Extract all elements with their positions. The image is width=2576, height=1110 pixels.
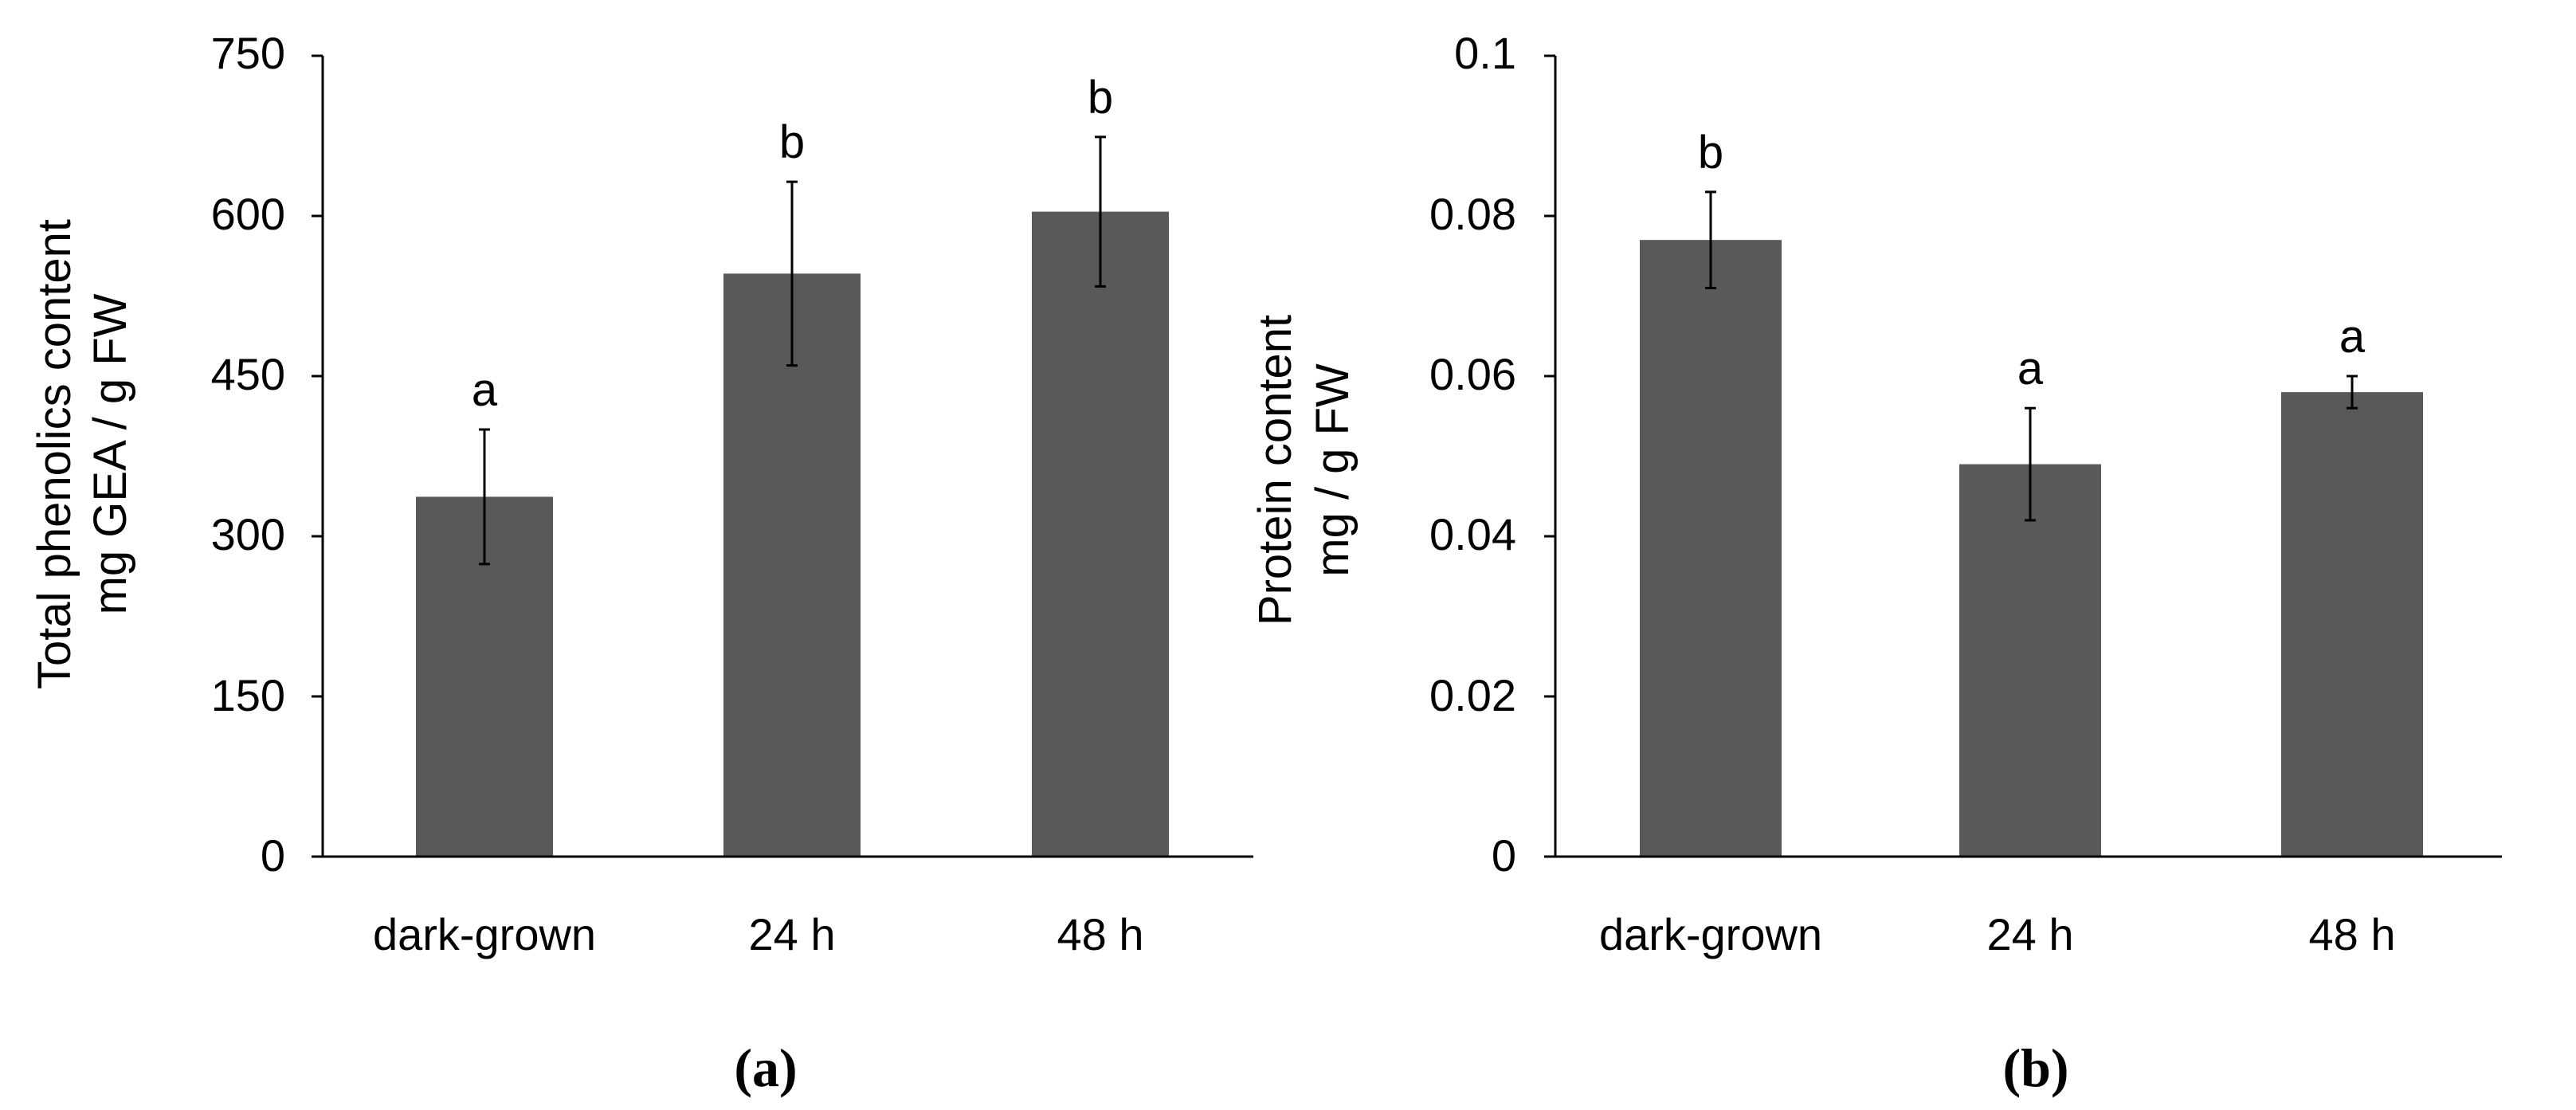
panel-b-ytick-label-3: 0.06 xyxy=(1429,349,1516,399)
panel-b-ytick-label-4: 0.08 xyxy=(1429,189,1516,239)
panel-a-error-bars xyxy=(479,135,1106,566)
panel-a-error-bar-2 xyxy=(1095,135,1106,288)
panel-b-label: (b) xyxy=(2002,1037,2068,1098)
panel-a: Total phenolics content mg GEA / g FW 0 … xyxy=(29,28,1253,1098)
panel-b-error-bars xyxy=(1705,190,2358,522)
panel-a-ytick-label-5: 750 xyxy=(211,28,285,78)
panel-b-ylabel-line2: mg / g FW xyxy=(1307,363,1359,577)
panel-b-error-bar-1 xyxy=(2025,406,2036,522)
panel-b-significance-letter-2: a xyxy=(2339,311,2366,363)
panel-a-ytick-label-1: 150 xyxy=(211,670,285,720)
panel-a-error-bar-0 xyxy=(479,428,490,566)
panel-a-category-label-0: dark-grown xyxy=(373,909,596,959)
panel-b: Protein content mg / g FW 0 0.02 0.04 0.… xyxy=(1249,28,2502,1098)
panel-a-significance-letter-1: b xyxy=(779,116,805,168)
panel-b-y-ticks xyxy=(1544,54,1555,858)
panel-a-label: (a) xyxy=(734,1037,797,1098)
panel-b-bar-1 xyxy=(1959,464,2101,857)
panel-a-ytick-label-2: 300 xyxy=(211,509,285,559)
panel-a-axes xyxy=(321,56,1253,858)
panel-a-ylabel-line2: mg GEA / g FW xyxy=(84,293,136,614)
panel-a-ytick-label-4: 600 xyxy=(211,189,285,239)
panel-b-axes xyxy=(1554,56,2502,858)
panel-a-error-bar-1 xyxy=(786,180,798,367)
panel-a-category-label-1: 24 h xyxy=(749,909,836,959)
panel-a-significance-letter-2: b xyxy=(1088,72,1113,124)
panel-b-ytick-label-2: 0.04 xyxy=(1429,509,1516,559)
panel-b-error-bar-0 xyxy=(1705,190,1716,289)
panel-b-bar-0 xyxy=(1640,240,1782,857)
panel-b-ylabel-line1: Protein content xyxy=(1249,315,1301,626)
panel-b-bar-2 xyxy=(2281,392,2423,857)
panel-a-bars xyxy=(416,211,1169,857)
panel-a-bar-1 xyxy=(723,273,861,857)
panel-b-bars xyxy=(1640,240,2423,857)
panel-b-significance-letter-0: b xyxy=(1698,127,1723,178)
panel-b-error-bar-2 xyxy=(2347,375,2358,410)
panel-b-significance-letter-1: a xyxy=(2017,343,2044,394)
panel-a-ytick-label-3: 450 xyxy=(211,349,285,399)
panel-b-category-label-1: 24 h xyxy=(1987,909,2074,959)
panel-b-category-label-2: 48 h xyxy=(2309,909,2396,959)
panel-b-ytick-label-0: 0 xyxy=(1492,830,1516,881)
panel-a-bar-2 xyxy=(1032,211,1169,857)
panel-b-ytick-label-1: 0.02 xyxy=(1429,670,1516,720)
panel-a-ytick-label-0: 0 xyxy=(261,830,285,881)
panel-a-category-label-2: 48 h xyxy=(1057,909,1144,959)
panel-a-y-ticks xyxy=(312,54,323,858)
panel-a-ylabel-line1: Total phenolics content xyxy=(29,219,80,689)
panel-b-ytick-label-5: 0.1 xyxy=(1454,28,1516,78)
panel-b-category-label-0: dark-grown xyxy=(1599,909,1822,959)
panel-a-significance-letter-0: a xyxy=(472,364,498,416)
